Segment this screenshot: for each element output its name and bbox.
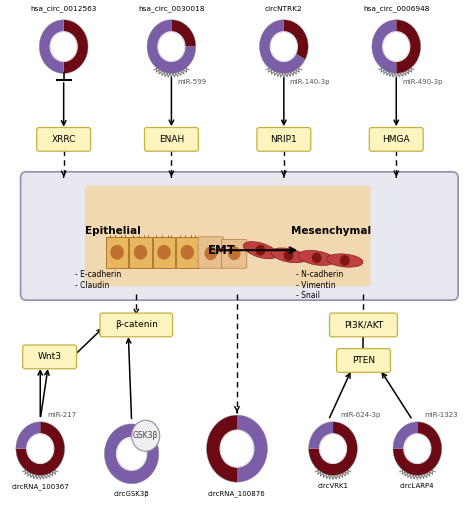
Circle shape [256,245,264,255]
FancyBboxPatch shape [337,349,391,373]
Circle shape [132,420,160,451]
Ellipse shape [327,254,363,267]
Circle shape [319,434,346,463]
Text: Mesenchymal: Mesenchymal [291,226,371,236]
Circle shape [205,247,217,259]
Circle shape [228,247,240,259]
FancyBboxPatch shape [106,237,128,268]
FancyBboxPatch shape [198,237,223,268]
Circle shape [117,437,146,470]
Text: miR-490-3p: miR-490-3p [402,79,442,84]
Circle shape [50,32,77,61]
FancyBboxPatch shape [23,345,77,369]
FancyBboxPatch shape [37,128,91,151]
Text: PI3K/AKT: PI3K/AKT [344,320,383,329]
Text: ENAH: ENAH [159,135,184,144]
Circle shape [27,434,54,463]
Text: hsa_circ_0030018: hsa_circ_0030018 [138,5,205,11]
Circle shape [284,251,293,260]
Circle shape [181,245,193,259]
Polygon shape [237,415,267,482]
Polygon shape [309,422,357,476]
FancyBboxPatch shape [257,128,311,151]
Circle shape [340,256,349,265]
Text: hsa_circ_0012563: hsa_circ_0012563 [30,5,97,11]
FancyBboxPatch shape [176,237,199,268]
FancyBboxPatch shape [145,128,198,151]
Text: miR-599: miR-599 [177,79,206,84]
FancyBboxPatch shape [153,237,175,268]
Text: HMGA: HMGA [383,135,410,144]
Text: miR-140-3p: miR-140-3p [290,79,330,84]
Polygon shape [396,20,420,73]
Polygon shape [16,422,40,449]
Polygon shape [39,20,64,73]
Polygon shape [64,20,88,73]
Polygon shape [207,415,237,482]
Ellipse shape [271,248,306,263]
Circle shape [271,32,297,61]
Polygon shape [309,422,333,449]
Text: circRNA_100367: circRNA_100367 [11,483,69,490]
Polygon shape [16,422,64,476]
Circle shape [111,245,123,259]
Polygon shape [393,422,417,449]
Text: circGSK3β: circGSK3β [114,491,149,498]
FancyBboxPatch shape [129,237,152,268]
FancyBboxPatch shape [369,128,423,151]
Ellipse shape [243,242,277,259]
Circle shape [404,434,431,463]
Text: miR-1323: miR-1323 [424,412,458,418]
Polygon shape [172,20,196,46]
Circle shape [383,32,410,61]
Polygon shape [147,20,196,73]
Text: miR-624-3p: miR-624-3p [340,412,381,418]
FancyBboxPatch shape [85,186,371,286]
Ellipse shape [298,251,335,265]
FancyBboxPatch shape [221,239,247,268]
Text: Wnt3: Wnt3 [37,352,62,362]
Circle shape [312,253,321,263]
Text: circRNA_100876: circRNA_100876 [208,490,266,497]
Polygon shape [372,20,396,73]
Circle shape [220,430,254,467]
Text: EMT: EMT [208,244,236,257]
Text: Epithelial: Epithelial [85,226,141,236]
Polygon shape [259,20,305,73]
Text: - E-cadherin
- Claudin: - E-cadherin - Claudin [75,270,122,290]
Polygon shape [104,424,159,483]
Text: XRRC: XRRC [52,135,76,144]
Circle shape [158,245,170,259]
Text: PTEN: PTEN [352,356,375,365]
Circle shape [135,245,146,259]
Circle shape [158,32,185,61]
Text: - N-cadherin
- Vimentin
- Snail: - N-cadherin - Vimentin - Snail [296,270,343,300]
Polygon shape [393,422,442,476]
Text: circVRK1: circVRK1 [318,483,348,489]
Text: miR-217: miR-217 [47,412,76,418]
Text: circNTRK2: circNTRK2 [265,6,303,11]
FancyBboxPatch shape [20,172,458,300]
Text: GSK3β: GSK3β [133,431,158,440]
Text: NRIP1: NRIP1 [271,135,297,144]
Text: hsa_circ_0006948: hsa_circ_0006948 [363,5,429,11]
FancyBboxPatch shape [329,313,397,337]
Polygon shape [284,20,308,59]
Text: β-catenin: β-catenin [115,320,158,329]
FancyBboxPatch shape [100,313,173,337]
Text: circLARP4: circLARP4 [400,483,435,489]
